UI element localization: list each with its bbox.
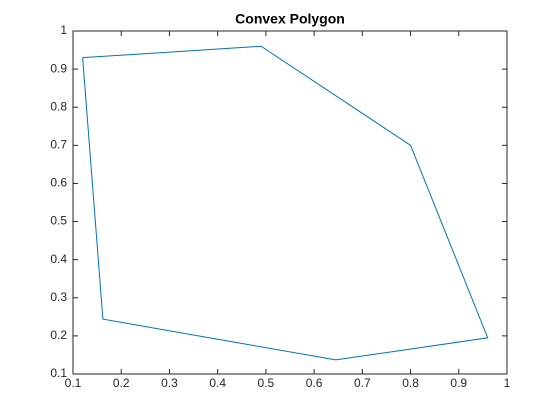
y-tick-label: 0.9 <box>50 61 67 75</box>
y-tick-label: 0.4 <box>50 252 67 266</box>
chart-title: Convex Polygon <box>235 11 345 27</box>
polygon-line <box>82 45 489 361</box>
x-tick-label: 0.9 <box>450 376 467 390</box>
x-tick-label: 0.3 <box>161 376 178 390</box>
y-tick-label: 1 <box>60 23 67 37</box>
plot-box <box>72 30 508 375</box>
x-tick-label: 0.5 <box>258 376 275 390</box>
y-tick-label: 0.6 <box>50 176 67 190</box>
x-tick-label: 0.1 <box>65 376 82 390</box>
y-tick-label: 0.1 <box>50 366 67 380</box>
y-tick-label: 0.7 <box>50 138 67 152</box>
y-tick-label: 0.3 <box>50 290 67 304</box>
y-tick-label: 0.5 <box>50 214 67 228</box>
y-tick-label: 0.2 <box>50 328 67 342</box>
x-tick-label: 0.6 <box>306 376 323 390</box>
x-tick-label: 0.8 <box>402 376 419 390</box>
y-tick-label: 0.8 <box>50 99 67 113</box>
x-tick-label: 0.4 <box>209 376 226 390</box>
x-tick-label: 1 <box>504 376 511 390</box>
x-tick-label: 0.7 <box>354 376 371 390</box>
x-tick-label: 0.2 <box>113 376 130 390</box>
